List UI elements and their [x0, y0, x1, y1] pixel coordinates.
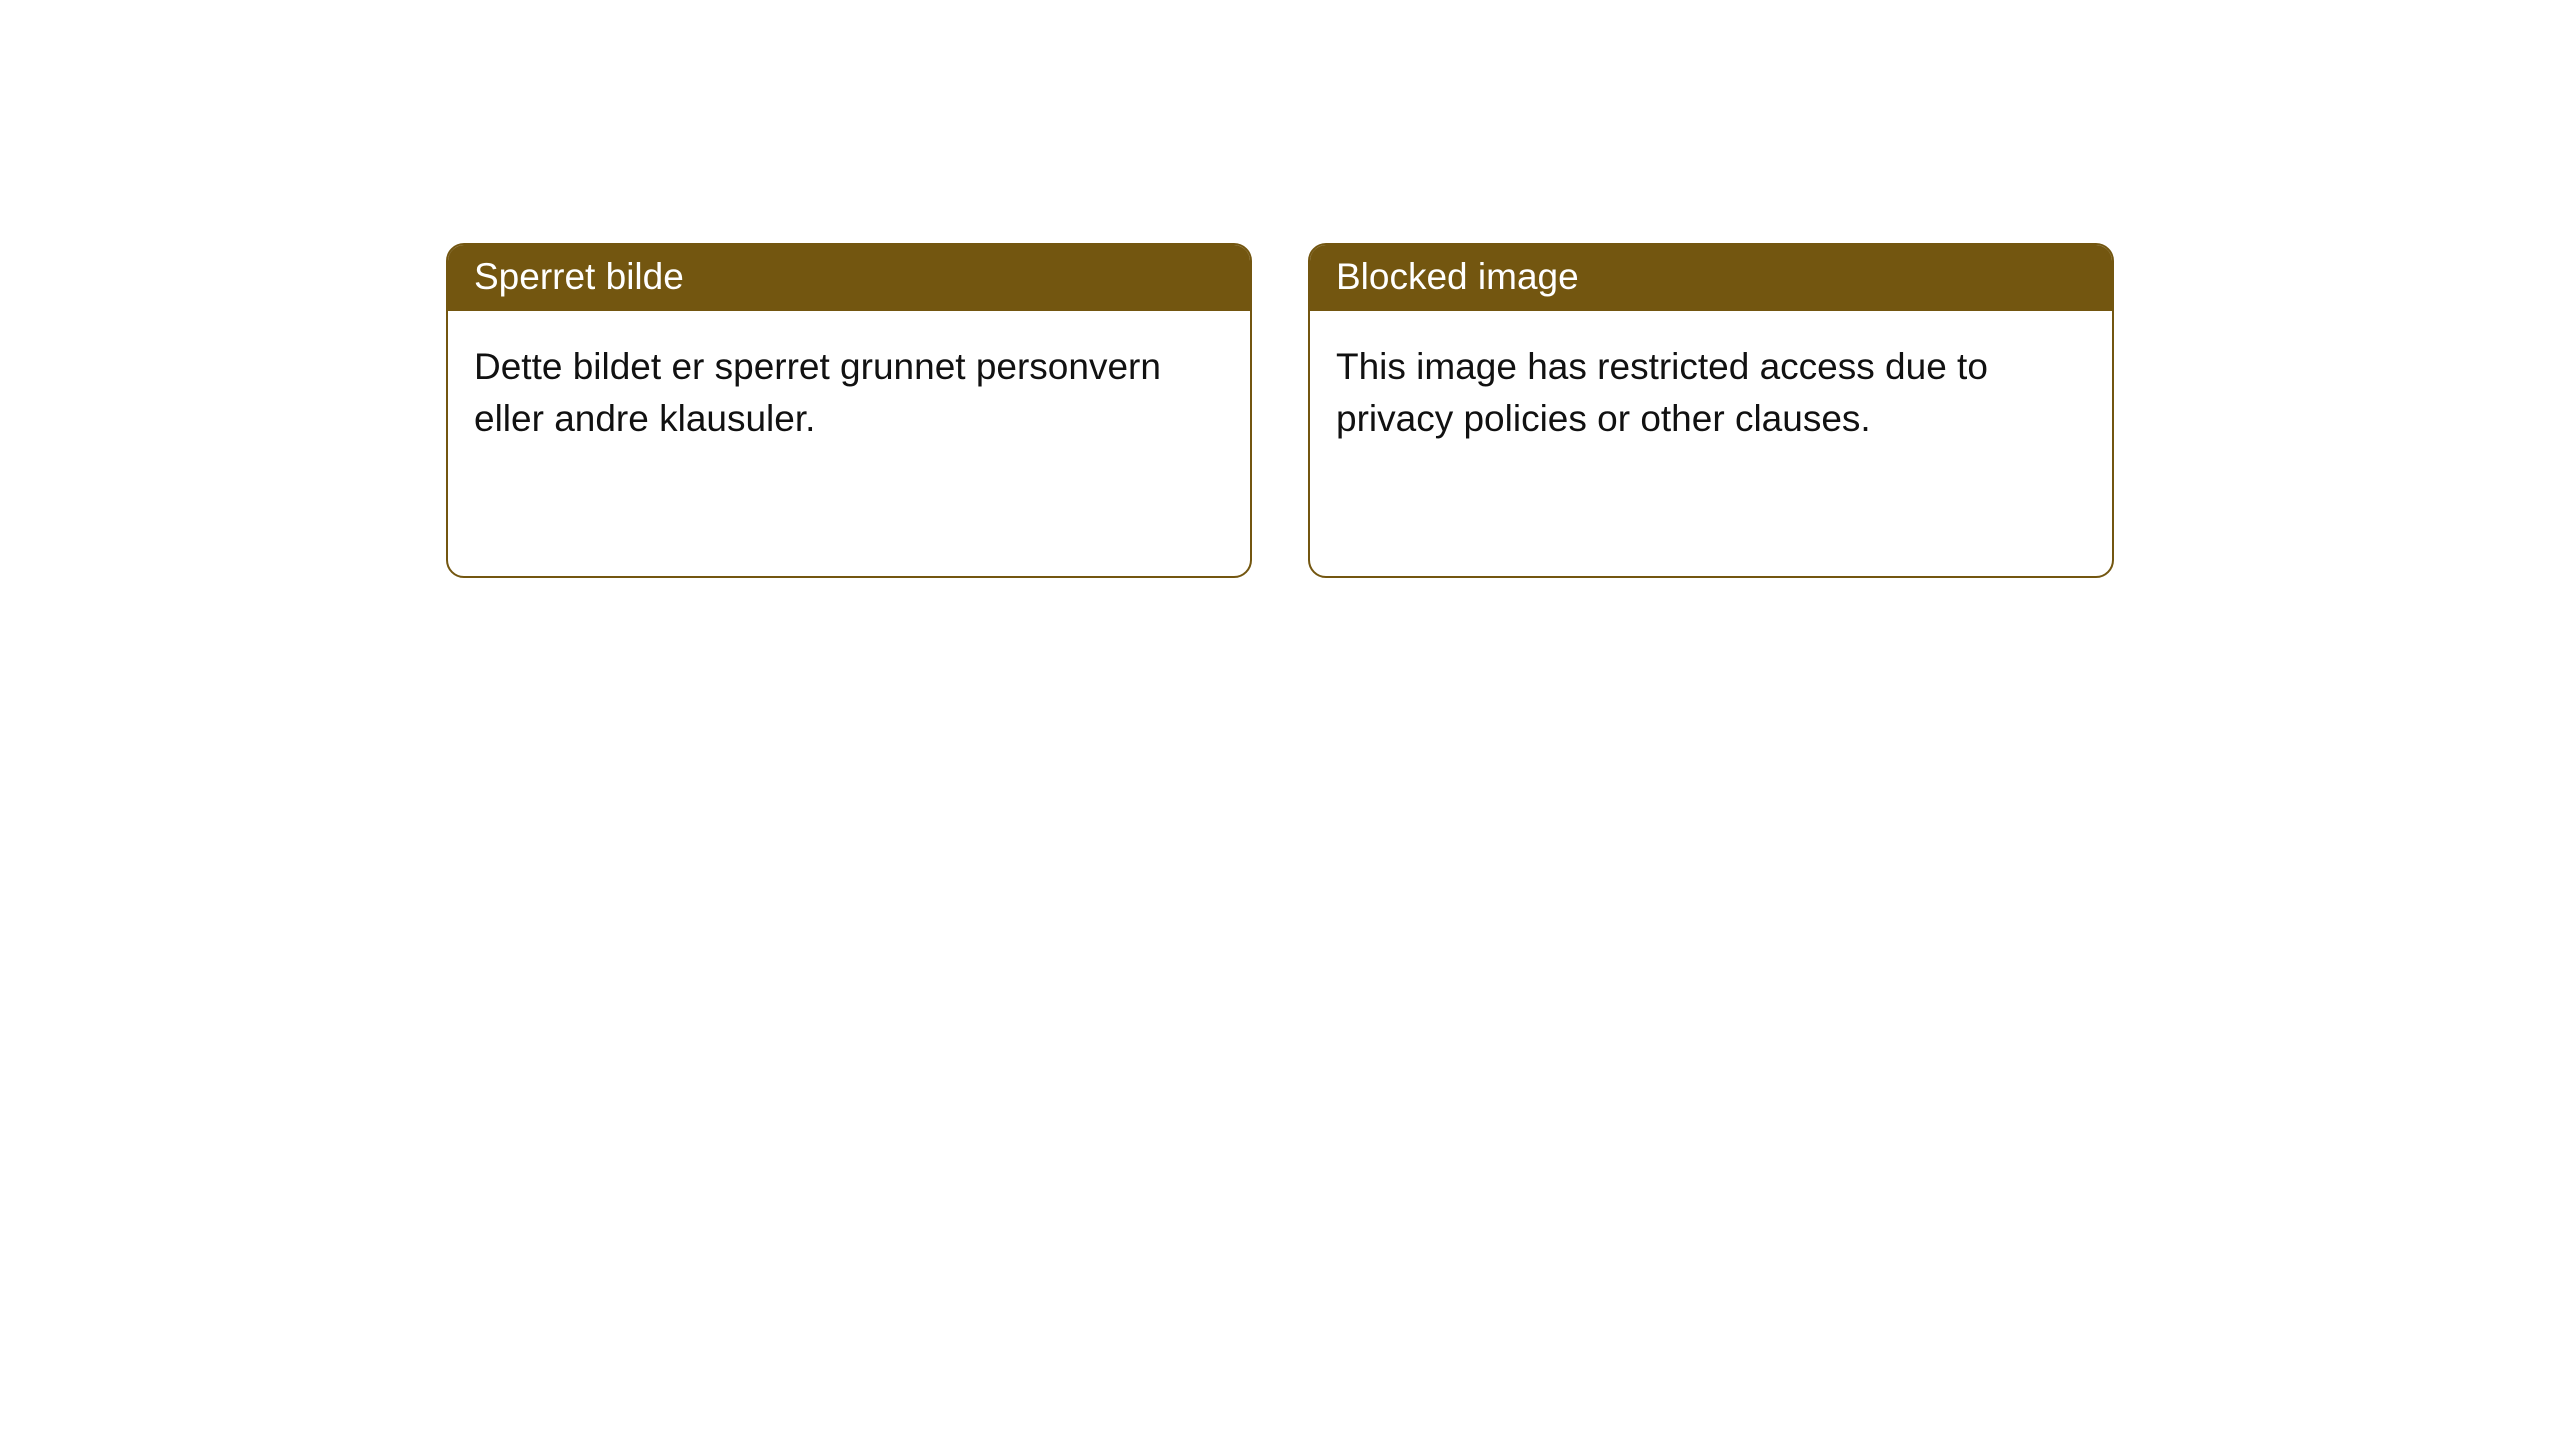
notice-card-no: Sperret bilde Dette bildet er sperret gr…: [446, 243, 1252, 578]
notice-title-no: Sperret bilde: [448, 245, 1250, 311]
notice-body-en: This image has restricted access due to …: [1310, 311, 2112, 475]
notice-card-en: Blocked image This image has restricted …: [1308, 243, 2114, 578]
notice-container: Sperret bilde Dette bildet er sperret gr…: [0, 0, 2560, 578]
notice-body-no: Dette bildet er sperret grunnet personve…: [448, 311, 1250, 475]
notice-title-en: Blocked image: [1310, 245, 2112, 311]
